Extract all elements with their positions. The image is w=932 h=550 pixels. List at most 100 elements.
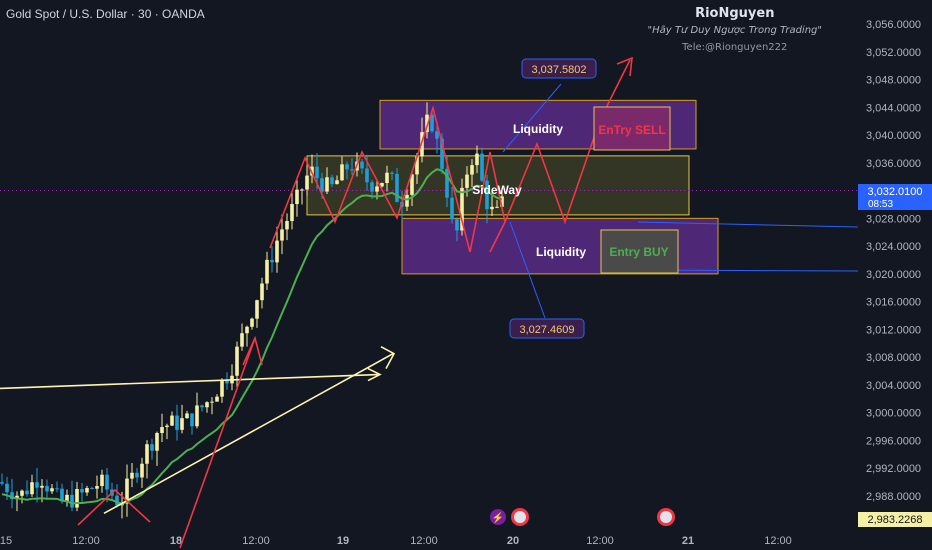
candle-body (175, 415, 179, 430)
candle-body (210, 401, 214, 403)
candle-body (250, 318, 254, 327)
candle-body (350, 169, 354, 171)
candle-body (200, 405, 204, 408)
x-tick-label: 12:00 (586, 535, 614, 547)
candle-body (45, 485, 49, 492)
candle-body (115, 495, 119, 506)
zigzag-arrow-head (242, 335, 263, 366)
entry-buy-label: Entry BUY (609, 245, 668, 259)
brand-name: RioNguyen (695, 6, 775, 21)
candle-body (240, 333, 244, 347)
y-tick-label: 3,052.0000 (866, 47, 921, 59)
candle-body (65, 494, 69, 502)
candle-body (430, 114, 434, 132)
flash-event-glyph: ⚡ (492, 511, 504, 524)
candle-body (270, 259, 274, 263)
candle-body (380, 183, 384, 187)
candle-body (10, 492, 14, 500)
x-tick-label: 15 (0, 535, 12, 547)
x-tick-label: 12:00 (764, 535, 792, 547)
candle-body (445, 168, 449, 198)
current-price-label: 3,032.0100 (867, 186, 922, 198)
y-tick-label: 3,028.0000 (866, 213, 921, 225)
candle-body (150, 444, 154, 451)
candle-body (470, 165, 474, 175)
x-tick-label: 12:00 (410, 535, 438, 547)
candle-body (325, 177, 329, 192)
zigzag-projection-head (616, 56, 633, 77)
brand-quote: "Hãy Tư Duy Ngược Trong Trading" (647, 25, 822, 36)
candle-body (340, 164, 344, 181)
candle-body (0, 482, 4, 484)
arrow-head (380, 346, 396, 370)
target-high-label: 3,037.5802 (531, 64, 586, 76)
candle-body (375, 186, 379, 192)
candle-body (100, 474, 104, 487)
candle-body (285, 221, 289, 230)
symbol-title: Gold Spot / U.S. Dollar · 30 · OANDA (6, 7, 205, 21)
candle-body (485, 180, 489, 210)
low-price-label: 2,983.2268 (867, 514, 922, 526)
candle-body (30, 482, 34, 495)
candle-body (130, 472, 134, 479)
candle-body (330, 177, 334, 185)
sideway-label: SideWay (472, 183, 522, 197)
x-tick-label: 21 (682, 535, 694, 547)
x-tick-label: 12:00 (242, 535, 270, 547)
candle-body (125, 478, 129, 504)
candle-body (365, 168, 369, 183)
candle-body (345, 164, 349, 170)
candle-body (145, 444, 149, 464)
x-tick-label: 20 (507, 535, 519, 547)
candle-body (265, 259, 269, 284)
blue-line-top (502, 83, 562, 153)
candle-body (410, 174, 414, 195)
candle-body (185, 413, 189, 419)
candle-body (465, 174, 469, 188)
candle-body (85, 487, 89, 493)
candle-body (80, 489, 84, 493)
candle-body (75, 489, 79, 508)
candle-body (475, 153, 479, 166)
candle-body (425, 114, 429, 133)
candle-body (160, 427, 164, 434)
candle-body (405, 194, 409, 207)
diagonal-arrow-line (103, 353, 394, 515)
zigzag-sideway (269, 105, 506, 253)
zigzag-dip (489, 221, 506, 253)
candle-body (320, 178, 324, 192)
target-low-box (509, 318, 585, 339)
y-tick-label: 3,016.0000 (866, 297, 921, 309)
candle-body (90, 487, 94, 489)
entry-sell-box (593, 106, 671, 151)
candle-body (105, 474, 109, 490)
candle-body (295, 189, 299, 205)
blue-line-bottom (509, 221, 546, 319)
candle-body (335, 180, 339, 185)
candle-body (415, 156, 419, 175)
candle-body (370, 182, 374, 192)
candle-body (360, 161, 364, 169)
us-flag-event-inner (660, 511, 672, 523)
candle-body (140, 463, 144, 478)
candle-body (205, 402, 209, 408)
candle-body (155, 433, 159, 451)
candle-body (235, 346, 239, 376)
candle-body (70, 494, 74, 508)
y-tick-label: 3,012.0000 (866, 324, 921, 336)
y-tick-label: 3,004.0000 (866, 380, 921, 392)
y-tick-label: 3,000.0000 (866, 408, 921, 420)
low-price-tag (858, 512, 932, 527)
candle-body (500, 196, 504, 207)
candle-body (225, 379, 229, 384)
y-tick-label: 3,040.0000 (866, 130, 921, 142)
candle-body (95, 486, 99, 489)
candle-body (395, 173, 399, 202)
candle-body (315, 166, 319, 179)
y-tick-label: 3,020.0000 (866, 269, 921, 281)
candle-body (60, 488, 64, 502)
current-price-tag (858, 184, 932, 210)
candle-body (435, 131, 439, 139)
candle-body (260, 283, 264, 301)
